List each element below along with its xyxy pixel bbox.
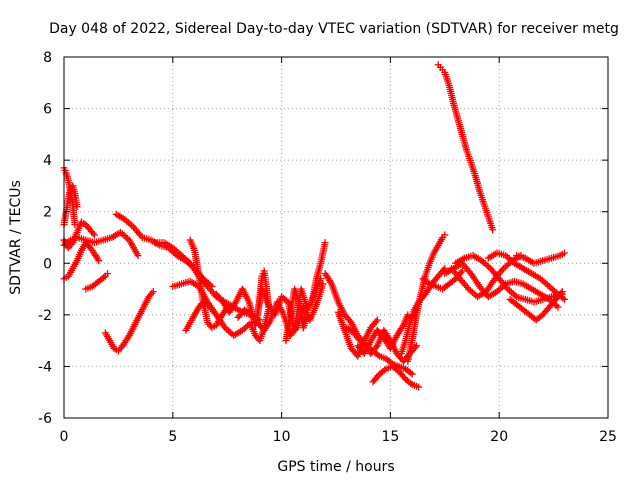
x-tick-label: 15: [381, 429, 399, 445]
y-axis-label: SDTVAR / TECUs: [8, 180, 24, 295]
data-point: [374, 351, 382, 359]
y-tick-label: 2: [43, 205, 52, 221]
data-point: [457, 269, 465, 277]
plot-frame: [63, 56, 609, 419]
data-point: [415, 383, 423, 391]
data-point: [558, 288, 566, 296]
data-point: [134, 252, 142, 260]
data-point: [65, 237, 73, 245]
data-point: [554, 303, 562, 311]
data-point: [560, 249, 568, 257]
data-point: [557, 289, 565, 297]
series-arc-17: [282, 285, 312, 345]
data-point: [90, 231, 98, 239]
data-point: [408, 370, 416, 378]
data-point: [100, 273, 108, 281]
data-point: [441, 231, 449, 239]
series-arc-33: [506, 288, 566, 324]
y-tick-label: -2: [38, 308, 52, 324]
x-tick-labels: 0 5 10 15 20 25: [60, 429, 617, 445]
y-tick-label: -6: [38, 411, 52, 427]
y-tick-label: -4: [38, 359, 52, 375]
axis-ticks: [63, 56, 609, 419]
y-tick-label: 8: [43, 50, 52, 66]
y-tick-label: 0: [43, 256, 52, 272]
data-point: [373, 316, 381, 324]
x-tick-label: 0: [60, 429, 69, 445]
data-point: [489, 226, 497, 234]
data-point: [292, 325, 300, 333]
data-point: [560, 295, 568, 303]
series-arc-06: [82, 270, 112, 293]
data-point: [212, 311, 220, 319]
series-arc-22: [369, 362, 423, 391]
data-point: [319, 280, 327, 288]
data-points: [60, 61, 568, 391]
data-point: [380, 366, 388, 374]
series-arc-07: [101, 288, 157, 355]
series-arc-32: [513, 249, 568, 267]
data-point: [413, 342, 421, 350]
data-point: [458, 267, 466, 275]
data-point: [407, 379, 415, 387]
data-point: [424, 279, 432, 287]
series-arc-25: [404, 231, 449, 365]
data-point: [149, 288, 157, 296]
series-arc-26: [419, 267, 466, 293]
data-point: [372, 318, 380, 326]
series-arc-27: [434, 61, 497, 234]
x-tick-label: 25: [599, 429, 617, 445]
y-tick-label: 6: [43, 102, 52, 118]
y-tick-label: 4: [43, 153, 52, 169]
data-point: [407, 369, 415, 377]
series-arc-16: [254, 267, 273, 319]
data-point: [95, 257, 103, 265]
series-arc-12: [182, 298, 220, 334]
x-tick-label: 5: [168, 429, 177, 445]
x-tick-label: 20: [490, 429, 508, 445]
series-arc-23: [334, 308, 381, 360]
x-tick-label: 10: [273, 429, 291, 445]
y-tick-labels: -6 -4 -2 0 2 4 6 8: [38, 50, 52, 427]
data-point: [265, 303, 273, 311]
chart-title: Day 048 of 2022, Sidereal Day-to-day VTE…: [49, 21, 619, 37]
data-point: [304, 311, 312, 319]
series-arc-04: [60, 228, 142, 260]
data-point: [321, 239, 329, 247]
data-point: [104, 270, 112, 278]
data-point: [404, 311, 412, 319]
series-arc-18: [308, 239, 329, 306]
x-axis-label: GPS time / hours: [277, 459, 394, 475]
data-point: [73, 203, 81, 211]
series-arc-05: [60, 239, 103, 283]
